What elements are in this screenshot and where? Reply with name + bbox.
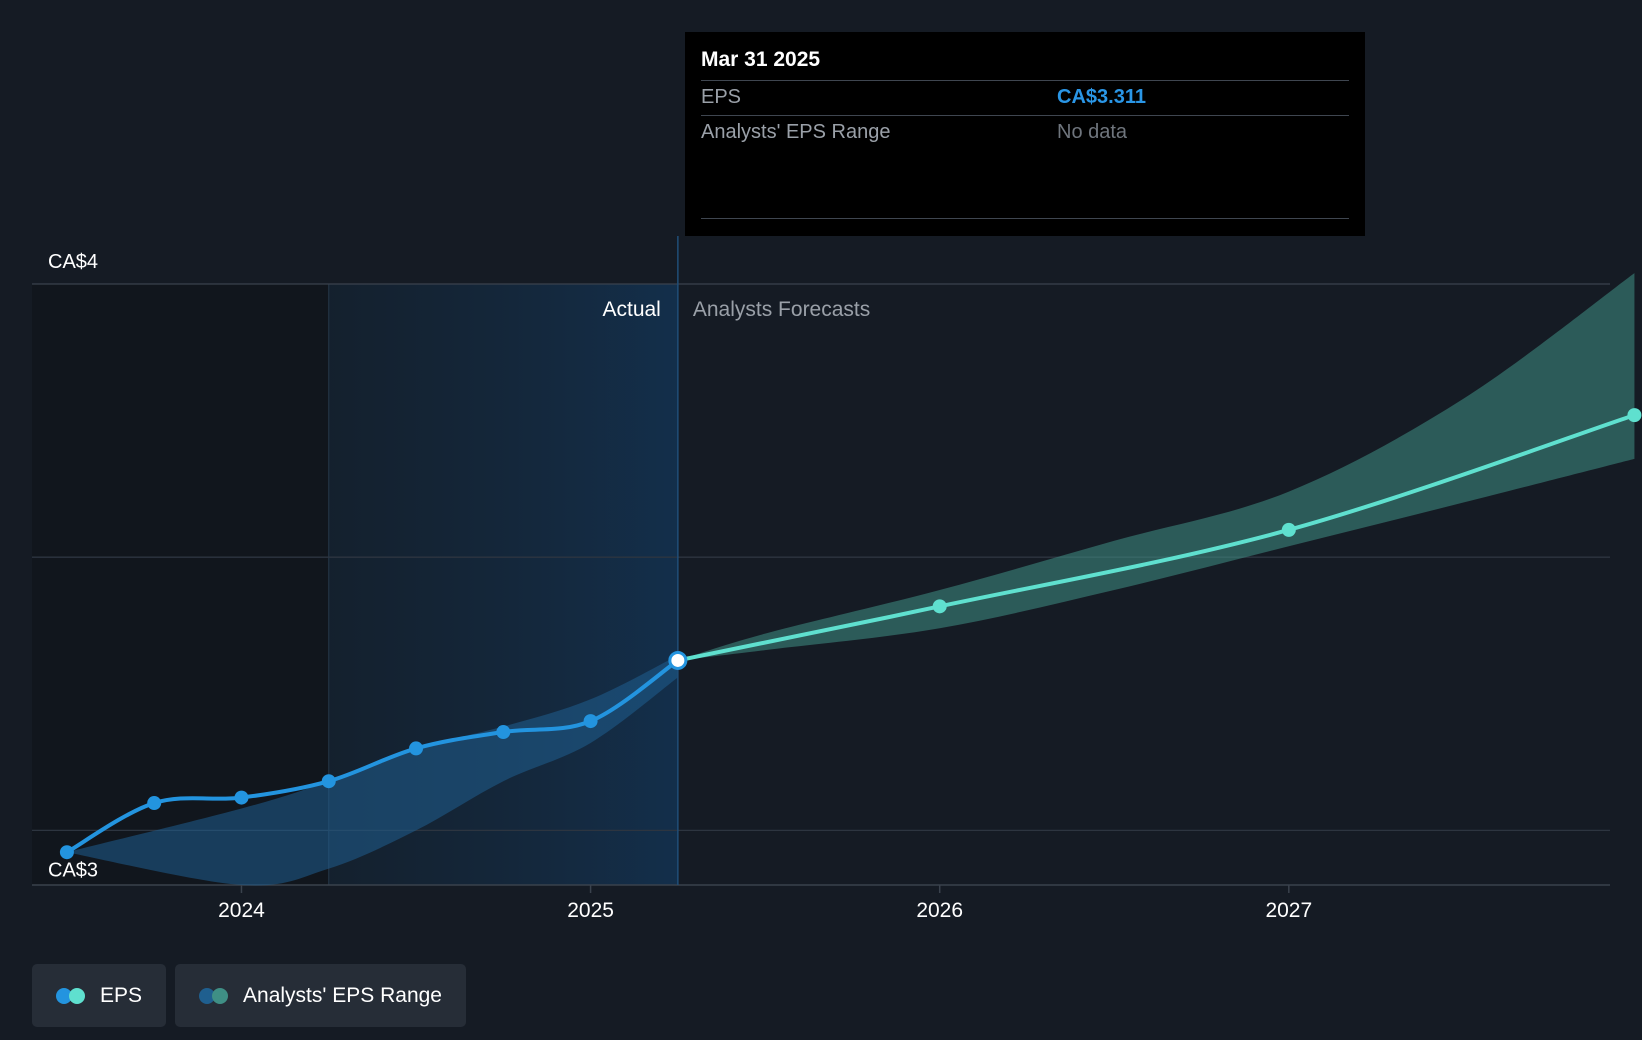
selected-eps-point <box>668 650 688 670</box>
actual-range-band <box>66 655 678 886</box>
legend-item-eps[interactable]: EPS <box>32 964 167 1027</box>
legend-label-range: Analysts' EPS Range <box>243 983 442 1007</box>
tooltip-range-label: Analysts' EPS Range <box>701 121 891 143</box>
x-tick-label: 2025 <box>567 899 614 922</box>
forecast-eps-point <box>1281 522 1296 537</box>
tooltip-range-value: No data <box>1057 121 1128 143</box>
eps-legend-icon <box>56 987 86 1004</box>
actual-eps-point <box>147 796 162 811</box>
range-legend-icon <box>199 987 229 1004</box>
x-tick-label: 2024 <box>218 899 265 922</box>
y-tick-label: CA$3 <box>48 859 98 881</box>
x-tick-label: 2026 <box>916 899 963 922</box>
actual-eps-point <box>59 845 74 860</box>
tooltip-eps-value: CA$3.311 <box>1057 86 1146 108</box>
forecast-label: Analysts Forecasts <box>693 298 870 321</box>
actual-eps-point <box>496 725 511 740</box>
legend: EPS Analysts' EPS Range <box>32 964 466 1027</box>
forecast-range-band <box>677 273 1635 661</box>
actual-eps-point <box>409 741 424 756</box>
y-tick-label: CA$4 <box>48 251 98 273</box>
actual-eps-point <box>583 714 598 729</box>
tooltip-date: Mar 31 2025 <box>701 48 821 71</box>
legend-item-range[interactable]: Analysts' EPS Range <box>175 964 466 1027</box>
tooltip: Mar 31 2025 EPS CA$3.311 Analysts' EPS R… <box>685 32 1365 236</box>
tooltip-row-range: Analysts' EPS Range No data <box>701 115 1349 150</box>
tooltip-row-eps: EPS CA$3.311 <box>701 80 1349 115</box>
forecast-eps-line <box>675 413 1637 663</box>
actual-eps-point <box>234 790 249 805</box>
actual-label: Actual <box>602 298 660 321</box>
actual-eps-point <box>321 774 336 789</box>
past-region <box>32 284 329 885</box>
tooltip-eps-label: EPS <box>701 86 742 108</box>
legend-label-eps: EPS <box>100 983 143 1007</box>
forecast-eps-point <box>932 599 947 614</box>
tooltip-divider <box>701 218 1349 219</box>
forecast-eps-point <box>1627 408 1642 423</box>
x-tick-label: 2027 <box>1265 899 1312 922</box>
